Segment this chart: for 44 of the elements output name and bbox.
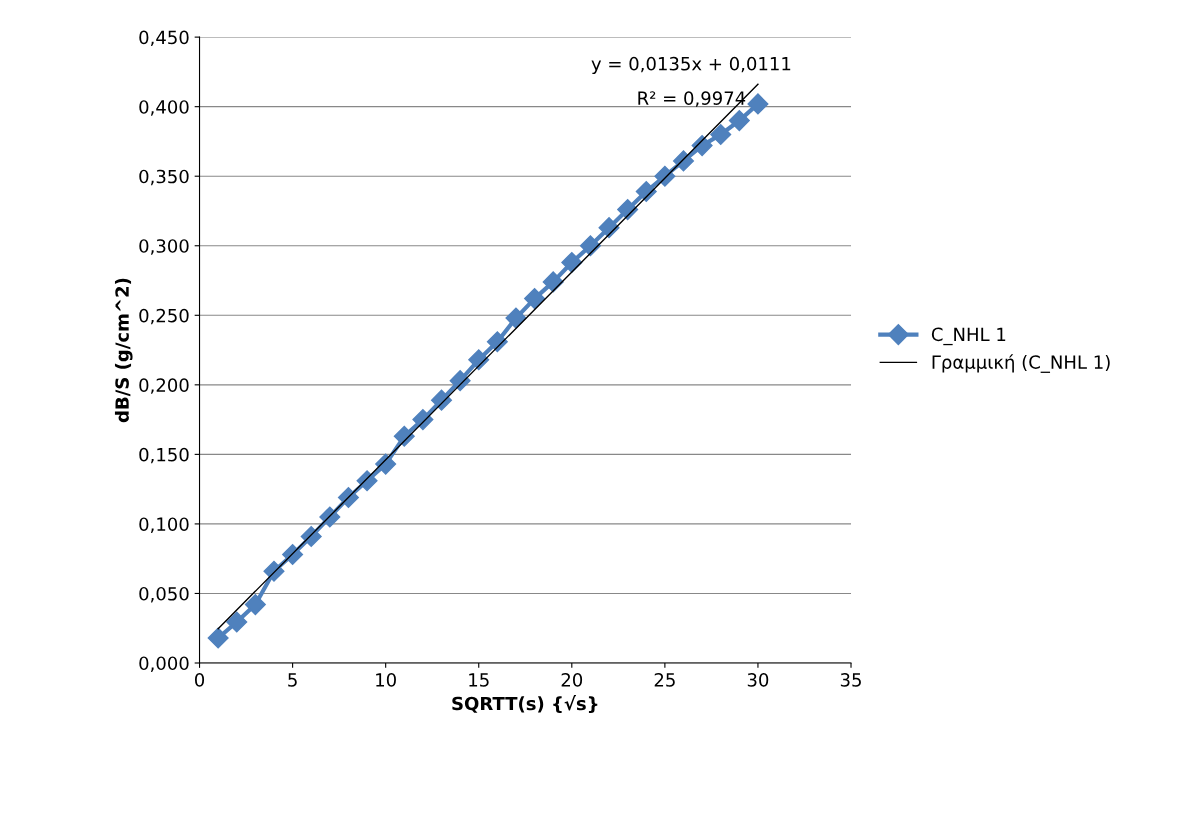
point <box>468 349 490 371</box>
point <box>375 453 397 475</box>
y-tick-label: 0,050 <box>139 586 189 603</box>
y-tick-label: 0,250 <box>139 308 189 325</box>
x-tick-label: 20 <box>561 673 583 687</box>
x-tick-label: 35 <box>840 673 861 687</box>
legend-label: Γραμμική (C_NHL 1) <box>932 354 1110 373</box>
point <box>244 594 266 616</box>
point <box>430 389 453 411</box>
point <box>561 251 583 273</box>
point <box>356 470 378 492</box>
y-tick-label: 0,100 <box>139 517 189 533</box>
point <box>226 611 248 633</box>
y-tick-label: 0,000 <box>139 656 189 672</box>
point <box>542 271 564 293</box>
x-tick-label: 15 <box>469 673 489 687</box>
y-tick-label: 0,450 <box>139 30 189 47</box>
point <box>393 425 415 447</box>
annotation: R² = 0,9974 <box>638 91 746 107</box>
x-tick-label: 10 <box>376 673 396 687</box>
point <box>505 307 527 329</box>
point <box>524 288 546 310</box>
y-tick-label: 0,300 <box>139 239 189 255</box>
y-tick-label: 0,350 <box>139 169 189 186</box>
x-tick-label: 30 <box>747 673 769 687</box>
point <box>747 93 769 115</box>
x-tick-label: 0 <box>194 673 205 687</box>
y-tick-label: 0,150 <box>139 447 189 464</box>
point <box>263 560 285 582</box>
annotation: y = 0,0135x + 0,0111 <box>591 56 791 75</box>
point <box>654 165 676 187</box>
point <box>486 331 508 353</box>
y-tick-label: 0,200 <box>139 378 189 394</box>
point <box>710 123 732 146</box>
point <box>207 627 229 649</box>
point <box>728 110 750 132</box>
y-axis-title: dB/S (g/cm^2) <box>114 278 133 423</box>
x-tick-label: 5 <box>288 673 297 687</box>
x-axis-title: SQRTT(s) {√s} <box>452 694 598 713</box>
y-tick-label: 0,400 <box>139 100 189 116</box>
point <box>579 235 601 257</box>
legend-label: C_NHL 1 <box>931 327 1006 346</box>
x-tick-label: 25 <box>654 673 675 687</box>
point <box>319 506 341 528</box>
